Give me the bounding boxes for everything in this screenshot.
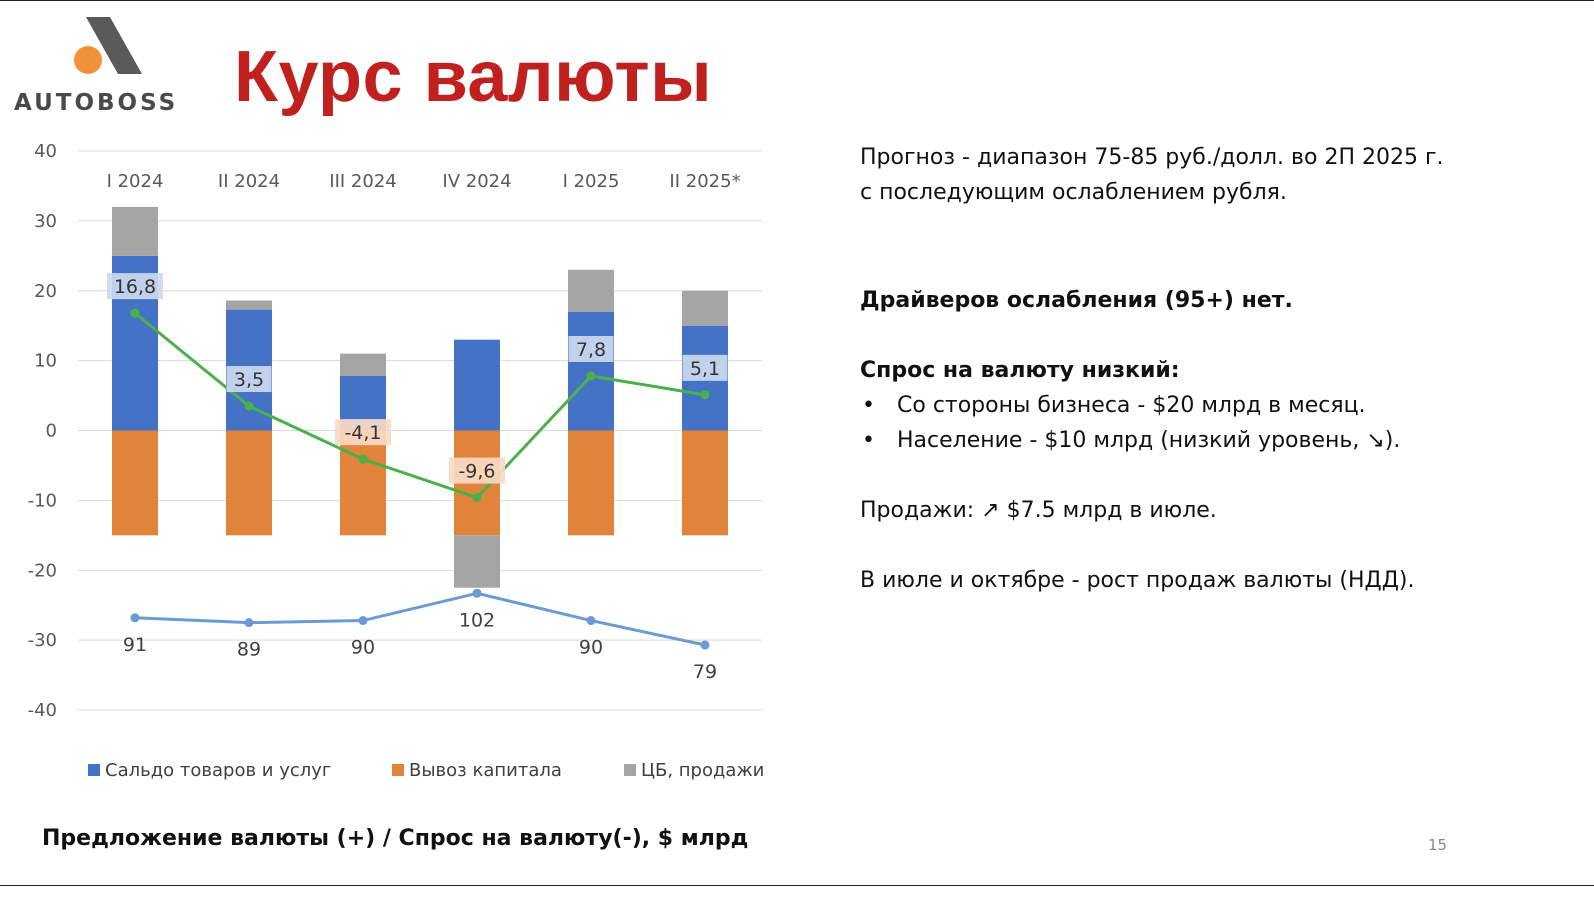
autoboss-logo: [74, 17, 142, 74]
bar-capital-outflow: [568, 430, 614, 536]
net-balance-label: 7,8: [576, 339, 606, 361]
logo-dot-icon: [74, 46, 102, 74]
x-tick-label: II 2025*: [669, 171, 740, 192]
top-border: [0, 0, 1594, 1]
list-item: • Со стороны бизнеса - $20 млрд в месяц.: [860, 388, 1560, 423]
net-balance-label: 3,5: [234, 369, 264, 391]
net-balance-label-box: [335, 419, 391, 446]
x-tick-label: I 2025: [563, 171, 620, 192]
x-tick-label: IV 2024: [442, 171, 511, 192]
legend-label-cb-sales: ЦБ, продажи: [641, 760, 765, 781]
page-number: 15: [1428, 836, 1448, 854]
y-tick-label: 40: [34, 141, 57, 162]
exchange-rate-label: 102: [459, 609, 495, 631]
bar-capital-outflow: [226, 430, 272, 536]
net-balance-label-box: [107, 273, 163, 300]
bullet-icon: •: [862, 428, 875, 453]
net-balance-label-box: [449, 457, 505, 484]
net-balance-point: [358, 454, 368, 464]
logo-text: AUTOBOSS: [14, 90, 179, 116]
y-tick-label: -40: [28, 700, 57, 721]
chart-caption: Предложение валюты (+) / Спрос на валюту…: [42, 826, 749, 851]
chart-gridlines: [78, 150, 762, 711]
forecast-line-2: с последующим ослаблением рубля.: [860, 180, 1287, 205]
net-balance-path: [134, 311, 706, 500]
exchange-rate-label: 90: [579, 637, 603, 659]
list-item-text: Со стороны бизнеса - $20 млрд в месяц.: [897, 393, 1366, 418]
bullet-icon: •: [862, 393, 875, 418]
bar-cb-sales: [568, 269, 614, 312]
net-balance-label-box: [682, 354, 728, 381]
legend-swatch-capital-outflow: [392, 764, 404, 776]
bar-capital-outflow: [340, 430, 386, 536]
bar-capital-outflow: [112, 430, 158, 536]
ndd-note: В июле и октябре - рост продаж валюты (Н…: [860, 568, 1415, 593]
y-tick-label: 20: [34, 281, 57, 302]
net-balance-label: -4,1: [344, 422, 381, 444]
x-axis-labels: I 2024 II 2024 III 2024 IV 2024 I 2025 II 202…: [107, 171, 741, 192]
net-balance-point: [586, 371, 596, 381]
exchange-rate-point: [586, 616, 596, 626]
exchange-rate-point: [358, 616, 368, 626]
drivers-statement: Драйверов ослабления (95+) нет.: [860, 288, 1293, 313]
y-axis-labels: 40 30 20 10 0 -10 -20 -30 -40: [28, 141, 57, 721]
exchange-rate-point: [700, 640, 710, 650]
currency-flow-chart: 40 30 20 10 0 -10 -20 -30 -40 I 2024 II 2024 III 2…: [28, 141, 762, 721]
exchange-rate-label: 79: [693, 661, 717, 683]
bar-capital-outflow: [682, 430, 728, 536]
list-item-text: Население - $10 млрд (низкий уровень, ↘)…: [897, 428, 1401, 453]
y-tick-label: -30: [28, 630, 57, 651]
net-balance-line: 16,8 3,5 -4,1 -9,6 7,8 5,1: [107, 273, 728, 503]
net-balance-point: [130, 308, 140, 318]
legend-item-cb-sales: ЦБ, продажи: [624, 760, 764, 781]
y-tick-label: 0: [46, 421, 57, 442]
net-balance-point: [700, 390, 710, 400]
x-tick-label: II 2024: [218, 171, 280, 192]
x-tick-label: I 2024: [107, 171, 164, 192]
legend-item-capital-outflow: Вывоз капитала: [392, 760, 562, 781]
exchange-rate-point: [244, 618, 254, 628]
logo-stripe-icon: [86, 17, 142, 74]
net-balance-point: [472, 493, 482, 503]
net-balance-label-box: [226, 366, 272, 393]
y-tick-label: -20: [28, 560, 57, 581]
y-tick-label: 10: [34, 351, 57, 372]
bar-trade-balance: [568, 311, 614, 431]
x-tick-label: III 2024: [329, 171, 396, 192]
page-title: Курс валюты: [234, 37, 713, 117]
net-balance-label: -9,6: [458, 461, 495, 483]
y-tick-label: 30: [34, 211, 57, 232]
bar-cb-sales: [682, 290, 728, 326]
forecast-line-1: Прогноз - диапазон 75-85 руб./долл. во 2…: [860, 145, 1444, 170]
exchange-rate-label: 91: [123, 634, 147, 656]
exchange-rate-path: [134, 591, 706, 647]
legend-item-trade-balance: Сальдо товаров и услуг: [88, 760, 331, 781]
net-balance-point: [244, 401, 254, 411]
net-balance-label-box: [568, 335, 614, 362]
exchange-rate-label: 90: [351, 637, 375, 659]
chart-bars: [112, 206, 728, 588]
legend-label-trade-balance: Сальдо товаров и услуг: [105, 760, 332, 781]
bottom-border: [0, 885, 1594, 886]
exchange-rate-label: 89: [237, 639, 261, 661]
bar-cb-sales: [112, 206, 158, 256]
legend-swatch-cb-sales: [624, 764, 636, 776]
bar-cb-sales: [226, 300, 272, 310]
demand-heading: Спрос на валюту низкий:: [860, 358, 1180, 383]
forecast-notes: Прогноз - диапазон 75-85 руб./долл. во 2…: [860, 140, 1560, 598]
exchange-rate-point: [472, 588, 482, 598]
bar-cb-sales: [454, 535, 500, 588]
net-balance-label: 5,1: [690, 358, 720, 380]
net-balance-label: 16,8: [114, 276, 156, 298]
legend-swatch-trade-balance: [88, 764, 100, 776]
legend-label-capital-outflow: Вывоз капитала: [409, 760, 562, 781]
bar-trade-balance: [454, 339, 500, 431]
exchange-rate-line: 91 89 90 102 90 79: [123, 588, 717, 683]
demand-list: • Со стороны бизнеса - $20 млрд в месяц. …: [860, 388, 1560, 458]
list-item: • Население - $10 млрд (низкий уровень, ↘…: [860, 423, 1560, 458]
sales-note: Продажи: ↗ $7.5 млрд в июле.: [860, 498, 1217, 523]
y-tick-label: -10: [28, 490, 57, 511]
exchange-rate-point: [130, 613, 140, 623]
bar-cb-sales: [340, 353, 386, 376]
